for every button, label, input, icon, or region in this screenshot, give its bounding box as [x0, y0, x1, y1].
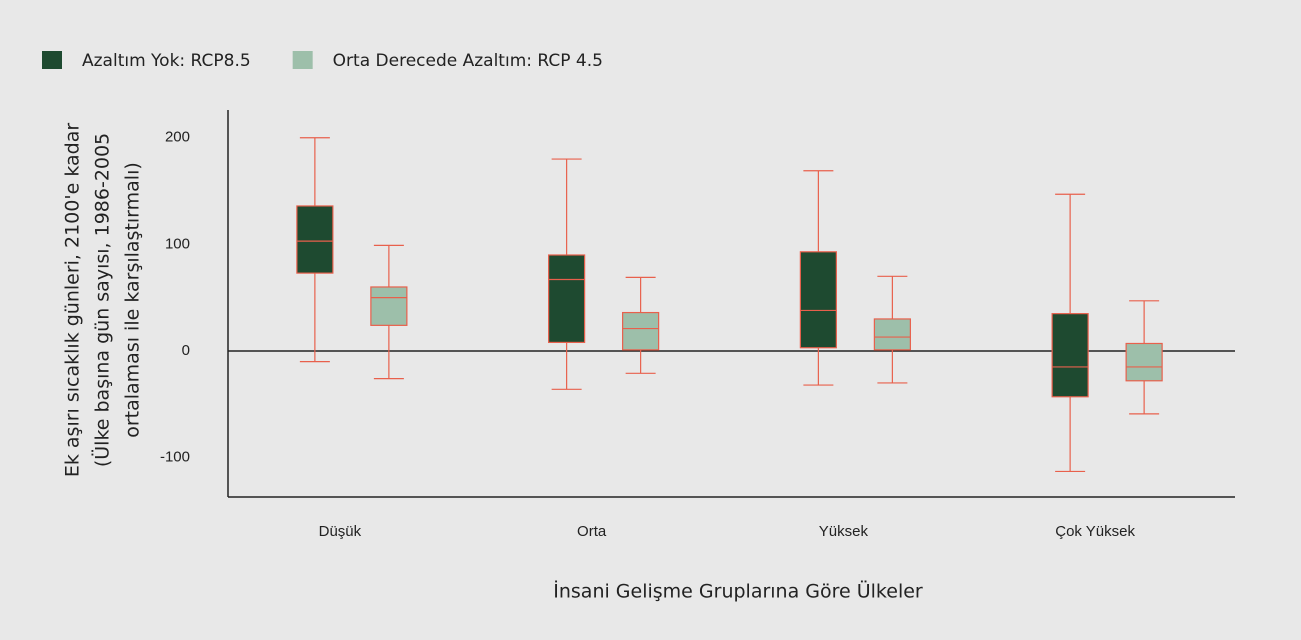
- y-tick-label: 200: [165, 129, 190, 146]
- box: [873, 318, 911, 351]
- box: [622, 311, 660, 351]
- x-axis-title: İnsani Gelişme Gruplarına Göre Ülkeler: [553, 580, 923, 603]
- x-tick-label: Çok Yüksek: [1055, 523, 1135, 540]
- box: [1125, 342, 1163, 382]
- box: [548, 254, 586, 344]
- legend-swatch: [292, 51, 313, 69]
- y-axis-title: Ek aşırı sıcaklık günleri, 2100'e kadar …: [62, 123, 144, 477]
- x-tick-label: Yüksek: [819, 523, 869, 540]
- y-axis-title-line: Ek aşırı sıcaklık günleri, 2100'e kadar: [62, 123, 84, 477]
- x-tick-label: Düşük: [319, 523, 362, 540]
- y-tick-label: -100: [160, 449, 190, 466]
- legend-swatch: [42, 51, 62, 69]
- y-axis-title-line: (Ülke başına gün sayısı, 1986-2005: [91, 133, 114, 467]
- box: [370, 286, 408, 326]
- y-tick-label: 100: [165, 235, 190, 252]
- box: [296, 205, 334, 274]
- legend-label: Azaltım Yok: RCP8.5: [82, 51, 251, 71]
- y-tick-label: 0: [182, 342, 190, 359]
- legend-label: Orta Derecede Azaltım: RCP 4.5: [333, 51, 603, 71]
- box: [1051, 313, 1089, 398]
- y-axis-title-line: ortalaması ile karşılaştırmalı): [122, 162, 144, 438]
- box: [799, 251, 837, 349]
- x-tick-label: Orta: [577, 523, 607, 540]
